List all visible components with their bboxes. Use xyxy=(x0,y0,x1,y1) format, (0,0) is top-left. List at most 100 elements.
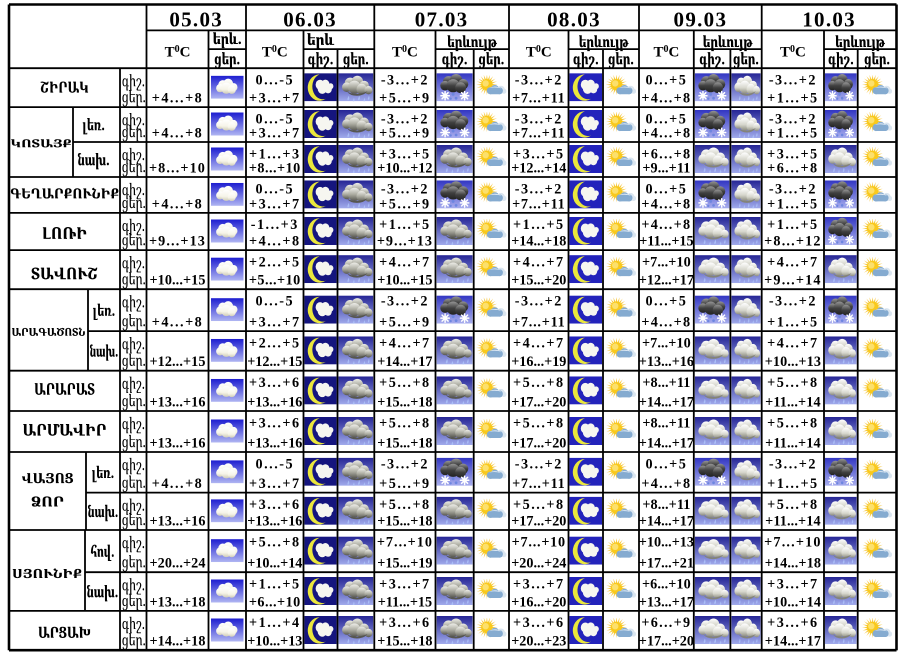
svg-text:+1...+5: +1...+5 xyxy=(767,476,819,492)
svg-text:+4...+7: +4...+7 xyxy=(379,335,431,351)
svg-text:+8...+11: +8...+11 xyxy=(642,415,690,431)
svg-text:+5...+8: +5...+8 xyxy=(767,415,819,431)
svg-text:+4...+8: +4...+8 xyxy=(152,315,204,331)
svg-text:+3...+7: +3...+7 xyxy=(249,315,301,331)
svg-text:+14...+18: +14...+18 xyxy=(765,556,821,572)
svg-text:-3...+2: -3...+2 xyxy=(381,294,429,310)
svg-text:T0C: T0C xyxy=(653,44,679,61)
svg-text:09.03: 09.03 xyxy=(674,7,728,31)
svg-text:+6...+10: +6...+10 xyxy=(249,594,301,610)
svg-text:+5...+8: +5...+8 xyxy=(379,375,431,391)
svg-text:+4...+7: +4...+7 xyxy=(767,335,819,351)
svg-text:0...+5: 0...+5 xyxy=(645,294,687,310)
svg-text:+15...+20: +15...+20 xyxy=(511,273,566,289)
svg-text:+3...+5: +3...+5 xyxy=(767,146,819,162)
svg-text:+11...+14: +11...+14 xyxy=(765,513,821,529)
svg-text:+6...+8: +6...+8 xyxy=(767,160,819,176)
svg-text:-3...+2: -3...+2 xyxy=(515,73,563,89)
svg-text:+9...+13: +9...+13 xyxy=(377,234,433,250)
svg-text:-3...+2: -3...+2 xyxy=(515,181,563,197)
svg-text:+17...+20: +17...+20 xyxy=(511,435,566,451)
svg-text:+4...+8: +4...+8 xyxy=(152,91,204,107)
svg-text:T0C: T0C xyxy=(262,44,288,61)
svg-text:-3...+2: -3...+2 xyxy=(381,181,429,197)
svg-text:+5...+8: +5...+8 xyxy=(379,497,431,513)
svg-text:0...+5: 0...+5 xyxy=(645,456,687,472)
svg-text:+20...+23: +20...+23 xyxy=(511,634,566,650)
svg-text:-3...+2: -3...+2 xyxy=(769,456,817,472)
svg-text:+10...+15: +10...+15 xyxy=(377,273,432,289)
svg-text:+17...+20: +17...+20 xyxy=(511,513,566,529)
svg-text:+8...+11: +8...+11 xyxy=(642,375,690,391)
svg-text:-3...+2: -3...+2 xyxy=(381,111,429,127)
svg-text:+1...+5: +1...+5 xyxy=(249,577,301,593)
svg-text:07.03: 07.03 xyxy=(415,7,469,31)
svg-text:+5...+8: +5...+8 xyxy=(513,415,565,431)
svg-text:+3...+6: +3...+6 xyxy=(249,415,301,431)
svg-text:+3...+7: +3...+7 xyxy=(249,476,301,492)
svg-text:+14...+17: +14...+17 xyxy=(765,634,821,650)
svg-text:+15...+18: +15...+18 xyxy=(377,435,432,451)
svg-text:0...-5: 0...-5 xyxy=(256,181,295,197)
svg-text:08.03: 08.03 xyxy=(547,7,601,31)
svg-text:+4...+7: +4...+7 xyxy=(767,254,819,270)
svg-text:T0C: T0C xyxy=(780,44,806,61)
svg-text:+11...+14: +11...+14 xyxy=(765,435,821,451)
svg-text:+13...+16: +13...+16 xyxy=(247,394,302,410)
svg-text:+2...+5: +2...+5 xyxy=(249,254,301,270)
svg-text:+4...+8: +4...+8 xyxy=(641,476,691,492)
svg-text:+1...+5: +1...+5 xyxy=(767,125,819,141)
svg-text:0...+5: 0...+5 xyxy=(645,111,687,127)
svg-text:+17...+21: +17...+21 xyxy=(639,556,694,572)
svg-text:+20...+24: +20...+24 xyxy=(511,556,566,572)
svg-text:+7...+10: +7...+10 xyxy=(642,254,691,270)
svg-text:+13...+16: +13...+16 xyxy=(149,513,205,529)
svg-text:+9...+14: +9...+14 xyxy=(764,273,821,289)
svg-text:0...-5: 0...-5 xyxy=(256,294,295,310)
svg-text:+3...+5: +3...+5 xyxy=(379,146,431,162)
svg-text:+14...+17: +14...+17 xyxy=(639,394,694,410)
svg-text:+20...+24: +20...+24 xyxy=(149,556,205,572)
svg-text:+5...+9: +5...+9 xyxy=(379,125,431,141)
svg-text:+13...+16: +13...+16 xyxy=(639,354,694,370)
svg-text:+3...+6: +3...+6 xyxy=(249,497,301,513)
svg-text:+5...+9: +5...+9 xyxy=(379,196,431,212)
svg-text:+6...+9: +6...+9 xyxy=(641,615,691,631)
svg-text:+15...+18: +15...+18 xyxy=(377,634,432,650)
svg-text:+10...+14: +10...+14 xyxy=(247,556,302,572)
svg-text:+3...+7: +3...+7 xyxy=(379,577,431,593)
svg-text:+10...+13: +10...+13 xyxy=(639,534,694,550)
svg-text:+9...+13: +9...+13 xyxy=(149,234,206,250)
svg-text:+3...+6: +3...+6 xyxy=(249,375,301,391)
svg-text:+3...+7: +3...+7 xyxy=(249,196,301,212)
svg-text:T0C: T0C xyxy=(526,44,552,61)
svg-text:+14...+17: +14...+17 xyxy=(639,513,694,529)
svg-text:+6...+8: +6...+8 xyxy=(641,146,691,162)
svg-text:+7...+10: +7...+10 xyxy=(512,534,566,550)
svg-text:+12...+15: +12...+15 xyxy=(247,354,302,370)
svg-text:+14...+18: +14...+18 xyxy=(511,234,566,250)
svg-text:+15...+18: +15...+18 xyxy=(377,394,432,410)
svg-text:-3...+2: -3...+2 xyxy=(515,294,563,310)
svg-text:+3...+5: +3...+5 xyxy=(513,146,565,162)
svg-text:+5...+8: +5...+8 xyxy=(379,415,431,431)
svg-text:+10...+13: +10...+13 xyxy=(247,634,302,650)
svg-text:+3...+7: +3...+7 xyxy=(249,125,301,141)
svg-text:+13...+16: +13...+16 xyxy=(149,394,205,410)
svg-text:+4...+8: +4...+8 xyxy=(641,125,691,141)
svg-text:-3...+2: -3...+2 xyxy=(769,111,817,127)
svg-text:+1...+5: +1...+5 xyxy=(767,315,819,331)
svg-text:+7...+11: +7...+11 xyxy=(512,315,565,331)
svg-text:+15...+18: +15...+18 xyxy=(377,513,432,529)
svg-text:+12...+15: +12...+15 xyxy=(149,354,205,370)
svg-text:+5...+9: +5...+9 xyxy=(379,91,431,107)
svg-text:+13...+16: +13...+16 xyxy=(149,435,205,451)
svg-text:0...-5: 0...-5 xyxy=(256,73,295,89)
svg-text:+13...+16: +13...+16 xyxy=(247,435,302,451)
svg-text:+13...+17: +13...+17 xyxy=(639,594,694,610)
svg-text:+10...+14: +10...+14 xyxy=(765,594,821,610)
svg-text:0...+5: 0...+5 xyxy=(645,73,687,89)
svg-text:+14...+17: +14...+17 xyxy=(377,354,432,370)
svg-text:+4...+8: +4...+8 xyxy=(641,217,691,233)
svg-text:+5...+8: +5...+8 xyxy=(767,497,819,513)
